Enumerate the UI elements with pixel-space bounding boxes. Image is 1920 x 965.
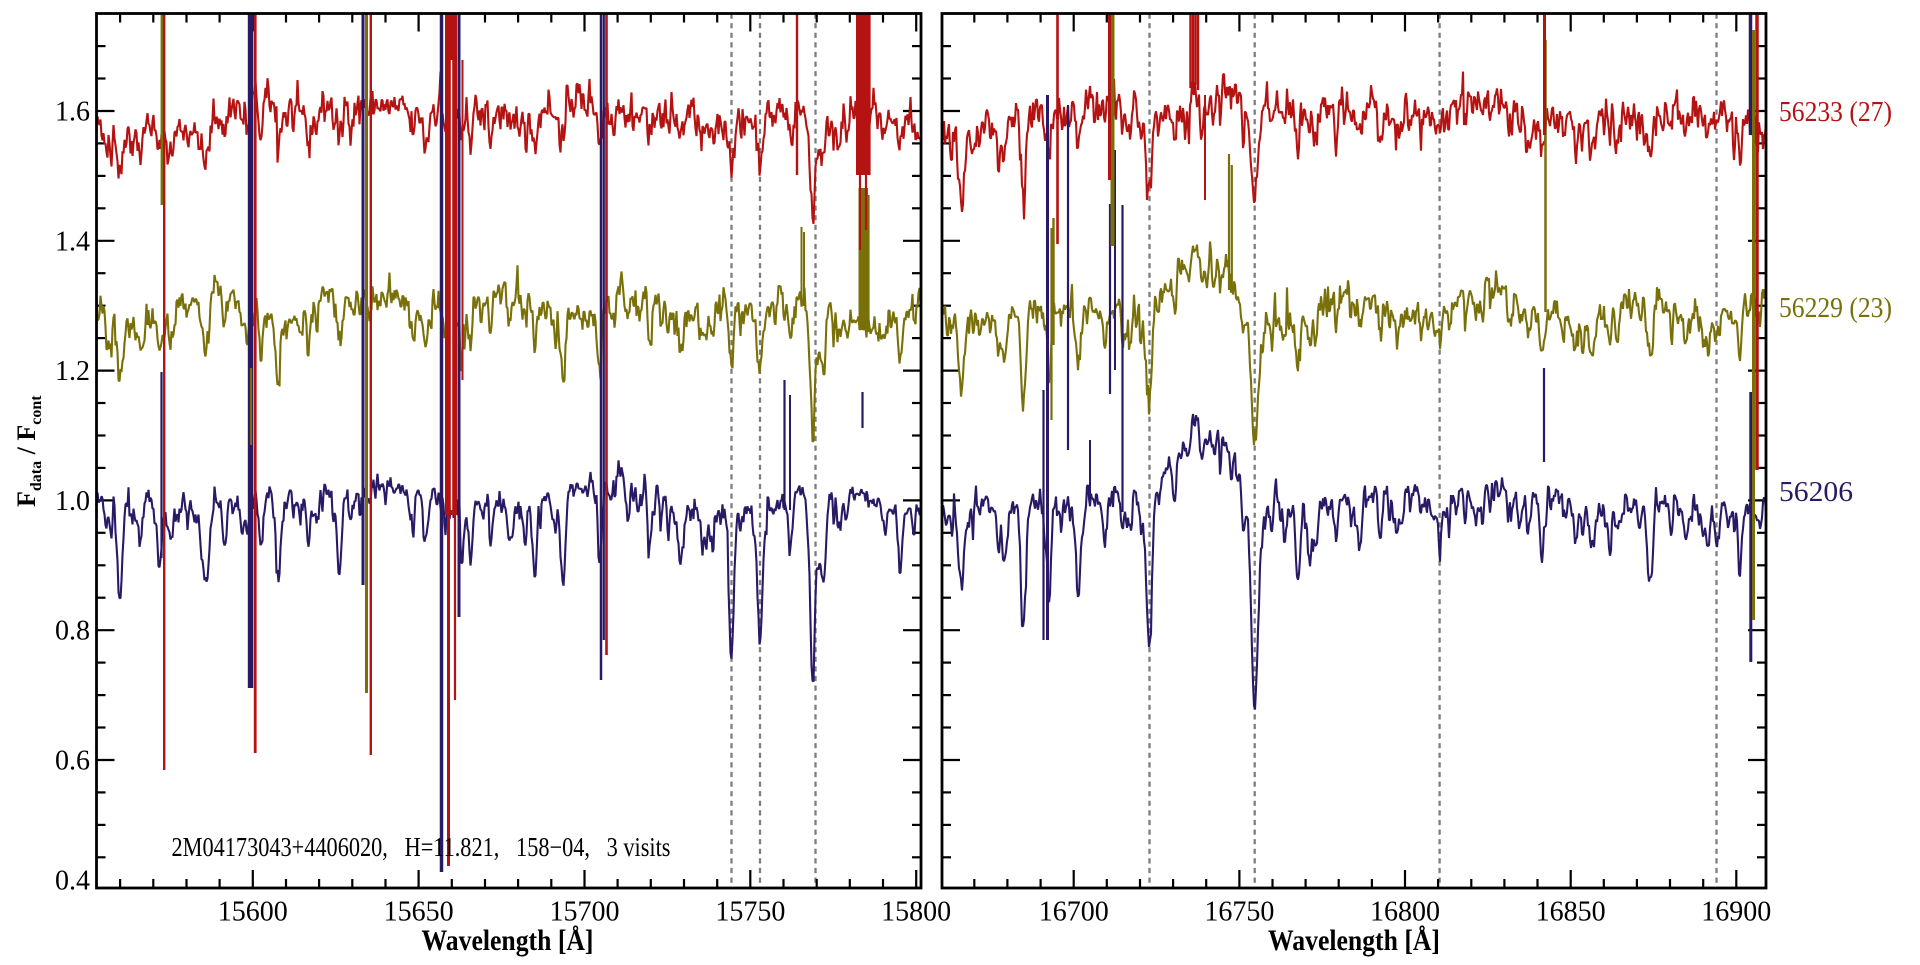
svg-text:16750: 16750 bbox=[1204, 897, 1274, 928]
svg-text:56233 (27): 56233 (27) bbox=[1779, 97, 1892, 128]
svg-text:Wavelength [Å]: Wavelength [Å] bbox=[1268, 924, 1440, 957]
svg-text:16900: 16900 bbox=[1701, 897, 1771, 928]
svg-text:15700: 15700 bbox=[549, 897, 619, 928]
svg-text:1.2: 1.2 bbox=[55, 356, 90, 387]
svg-text:56229 (23): 56229 (23) bbox=[1779, 293, 1892, 324]
svg-text:16850: 16850 bbox=[1536, 897, 1606, 928]
svg-text:1.4: 1.4 bbox=[55, 226, 90, 257]
svg-text:0.8: 0.8 bbox=[55, 616, 90, 647]
svg-text:Fdata / Fcont: Fdata / Fcont bbox=[12, 395, 45, 507]
svg-text:Wavelength [Å]: Wavelength [Å] bbox=[422, 924, 594, 957]
svg-text:15750: 15750 bbox=[715, 897, 785, 928]
svg-text:2M04173043+4406020, H=11.821: 2M04173043+4406020, H=11.821, 158−04, 3 … bbox=[172, 832, 671, 862]
svg-text:0.4: 0.4 bbox=[55, 866, 90, 897]
svg-text:15600: 15600 bbox=[218, 897, 288, 928]
svg-text:56206: 56206 bbox=[1779, 477, 1853, 508]
svg-text:16800: 16800 bbox=[1370, 897, 1440, 928]
svg-text:1.0: 1.0 bbox=[55, 486, 90, 517]
svg-text:0.6: 0.6 bbox=[55, 746, 90, 777]
svg-text:1.6: 1.6 bbox=[55, 97, 90, 128]
svg-text:15800: 15800 bbox=[881, 897, 951, 928]
svg-text:15650: 15650 bbox=[384, 897, 454, 928]
svg-text:16700: 16700 bbox=[1039, 897, 1109, 928]
